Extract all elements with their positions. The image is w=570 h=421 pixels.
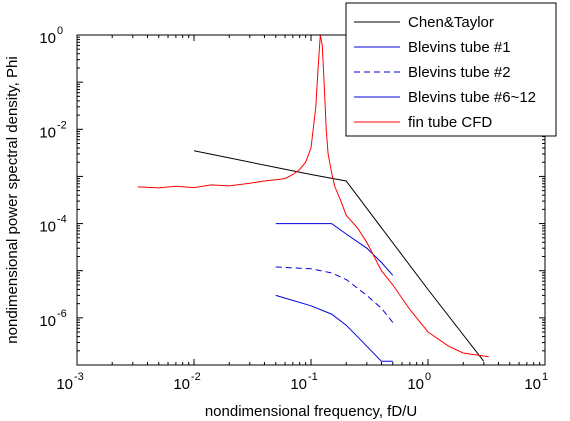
y-tick-exponent: 0: [57, 25, 63, 37]
series-line-1: [275, 223, 394, 276]
x-tick-exponent: 0: [425, 371, 431, 383]
y-tick-exponent: -6: [57, 308, 67, 320]
y-tick-label: 10: [39, 219, 56, 236]
series-line-2: [275, 266, 394, 323]
legend-box: [345, 2, 557, 137]
y-tick-exponent: -2: [57, 119, 67, 131]
legend-label-3: Blevins tube #6~12: [408, 89, 536, 106]
x-tick-label: 10: [290, 376, 307, 393]
series-line-4: [137, 35, 489, 358]
y-axis-label: nondimensional power spectral density, P…: [4, 56, 21, 343]
series-line-3: [275, 294, 393, 362]
x-tick-exponent: 1: [542, 371, 548, 383]
legend-label-0: Chen&Taylor: [408, 14, 494, 31]
y-tick-label: 10: [39, 313, 56, 330]
x-tick-exponent: -1: [308, 371, 318, 383]
x-tick-label: 10: [407, 376, 424, 393]
y-tick-label: 10: [39, 30, 56, 47]
legend-label-2: Blevins tube #2: [408, 64, 511, 81]
x-axis-label: nondimensional frequency, fD/U: [205, 403, 417, 420]
legend: Chen&Taylor Blevins tube #1 Blevins tube #…: [345, 2, 557, 137]
legend-label-1: Blevins tube #1: [408, 39, 511, 56]
x-tick-exponent: -2: [191, 371, 201, 383]
y-tick-exponent: -4: [57, 214, 67, 226]
x-tick-label: 10: [56, 376, 73, 393]
series-layer: [137, 35, 489, 362]
y-tick-label: 10: [39, 124, 56, 141]
x-tick-label: 10: [524, 376, 541, 393]
series-line-0: [193, 150, 485, 362]
x-tick-label: 10: [173, 376, 190, 393]
x-tick-exponent: -3: [74, 371, 84, 383]
legend-label-4: fin tube CFD: [408, 114, 492, 131]
